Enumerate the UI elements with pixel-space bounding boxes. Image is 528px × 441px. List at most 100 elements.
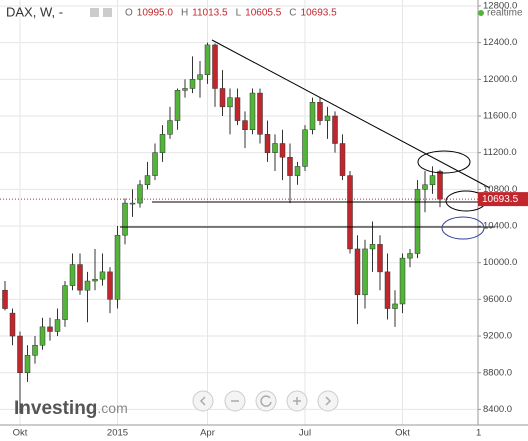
y-tick-label: 10400.0 — [483, 221, 517, 232]
brand-suffix: .com — [97, 400, 127, 416]
candle-body — [354, 248, 361, 296]
scroll-left-button[interactable] — [192, 390, 214, 412]
candle-body — [347, 175, 353, 250]
reset-button[interactable] — [255, 390, 277, 412]
x-tick-label: Okt — [395, 428, 410, 439]
icon[interactable] — [103, 8, 112, 17]
candle-body — [392, 303, 398, 309]
candle-body — [182, 88, 188, 91]
candle-body — [362, 248, 368, 296]
candle-body — [332, 115, 338, 144]
candle-body — [9, 312, 16, 337]
brand: Investing.com — [14, 398, 128, 419]
y-tick-label: 8800.0 — [483, 367, 512, 378]
candle-body — [272, 143, 278, 153]
candle-body — [227, 97, 233, 108]
candle-body — [279, 143, 286, 158]
trend-line — [211, 39, 491, 189]
ohlc-header: O 10995.0 H 11013.5 L 10605.5 C 10693.5 — [125, 8, 337, 19]
candle-body — [84, 280, 91, 291]
ohlc-value: 10995.0 — [137, 8, 174, 19]
icon[interactable] — [90, 8, 99, 17]
brand-name: Investing — [14, 398, 97, 419]
candle-body — [92, 278, 98, 282]
candle-body — [107, 271, 113, 300]
candle-body — [257, 92, 263, 135]
icon — [199, 396, 206, 406]
ohlc-label: C — [289, 8, 296, 19]
toolbar-icons — [199, 395, 332, 407]
y-tick-label: 12000.0 — [483, 74, 517, 85]
candle-body — [249, 92, 256, 130]
candle-body — [122, 202, 128, 236]
last-price-tag — [478, 192, 528, 207]
x-tick-label: Okt — [13, 428, 28, 439]
ohlc-label: H — [181, 8, 188, 19]
candle-body — [32, 344, 38, 356]
x-tick-label: Apr — [200, 428, 215, 439]
candle-body — [429, 175, 436, 186]
scroll-right-button[interactable] — [317, 390, 339, 412]
candle-body — [309, 101, 316, 130]
candle-body — [167, 120, 173, 135]
candle-body — [219, 88, 226, 108]
x-tick-label: 2015 — [107, 428, 128, 439]
y-tick-label: 10800.0 — [483, 184, 517, 195]
candle-body — [212, 44, 218, 89]
candle-body — [437, 171, 443, 200]
candle-body — [114, 234, 121, 300]
candle-body — [77, 264, 83, 291]
candle-body — [287, 157, 293, 176]
y-tick-label: 12800.0 — [483, 0, 517, 11]
candle-body — [369, 244, 376, 250]
candle-body — [294, 166, 301, 176]
candle-body — [47, 326, 53, 332]
candle-body — [339, 143, 346, 176]
status-dot — [478, 10, 484, 16]
y-tick-label: 10000.0 — [483, 257, 517, 268]
candle-body — [144, 175, 151, 186]
x-tick-label: Jul — [299, 428, 311, 439]
x-tick-label: 1 — [476, 428, 481, 439]
candle-body — [377, 244, 383, 273]
candle-body — [264, 134, 271, 153]
toolbar — [192, 390, 339, 412]
candle-body — [24, 355, 31, 373]
y-tick-label: 9600.0 — [483, 294, 512, 305]
candle-body — [324, 115, 331, 121]
ohlc-value: 11013.5 — [192, 8, 228, 19]
ohlc-value: 10693.5 — [301, 8, 338, 19]
candle-body — [2, 289, 8, 309]
icon — [325, 396, 332, 406]
candle-body — [137, 184, 143, 204]
candle-body — [204, 44, 211, 75]
y-tick-label: 12400.0 — [483, 37, 517, 48]
candle-body — [54, 319, 61, 332]
candle-body — [17, 335, 23, 373]
icon — [260, 395, 272, 407]
candle-body — [174, 90, 181, 121]
candle-body — [197, 74, 203, 80]
candle-body — [62, 285, 68, 320]
candle-body — [99, 271, 106, 280]
y-tick-label: 11600.0 — [483, 111, 517, 122]
candle-body — [234, 97, 241, 121]
status: realtime — [487, 8, 523, 19]
symbol: DAX, W, - — [6, 4, 63, 19]
ellipse-marker — [441, 216, 485, 240]
candle-body — [317, 101, 323, 121]
ohlc-label: L — [236, 8, 242, 19]
last-price-label: 10693.5 — [482, 194, 519, 205]
ellipse-marker — [417, 150, 471, 174]
ohlc-label: O — [125, 8, 133, 19]
candle-body — [399, 257, 406, 305]
y-tick-label: 11200.0 — [483, 147, 517, 158]
candle-body — [302, 129, 308, 167]
candle-body — [159, 134, 166, 153]
candle-body — [407, 253, 413, 259]
y-tick-label: 9200.0 — [483, 331, 512, 342]
candle-body — [384, 271, 391, 309]
candles — [2, 42, 443, 414]
